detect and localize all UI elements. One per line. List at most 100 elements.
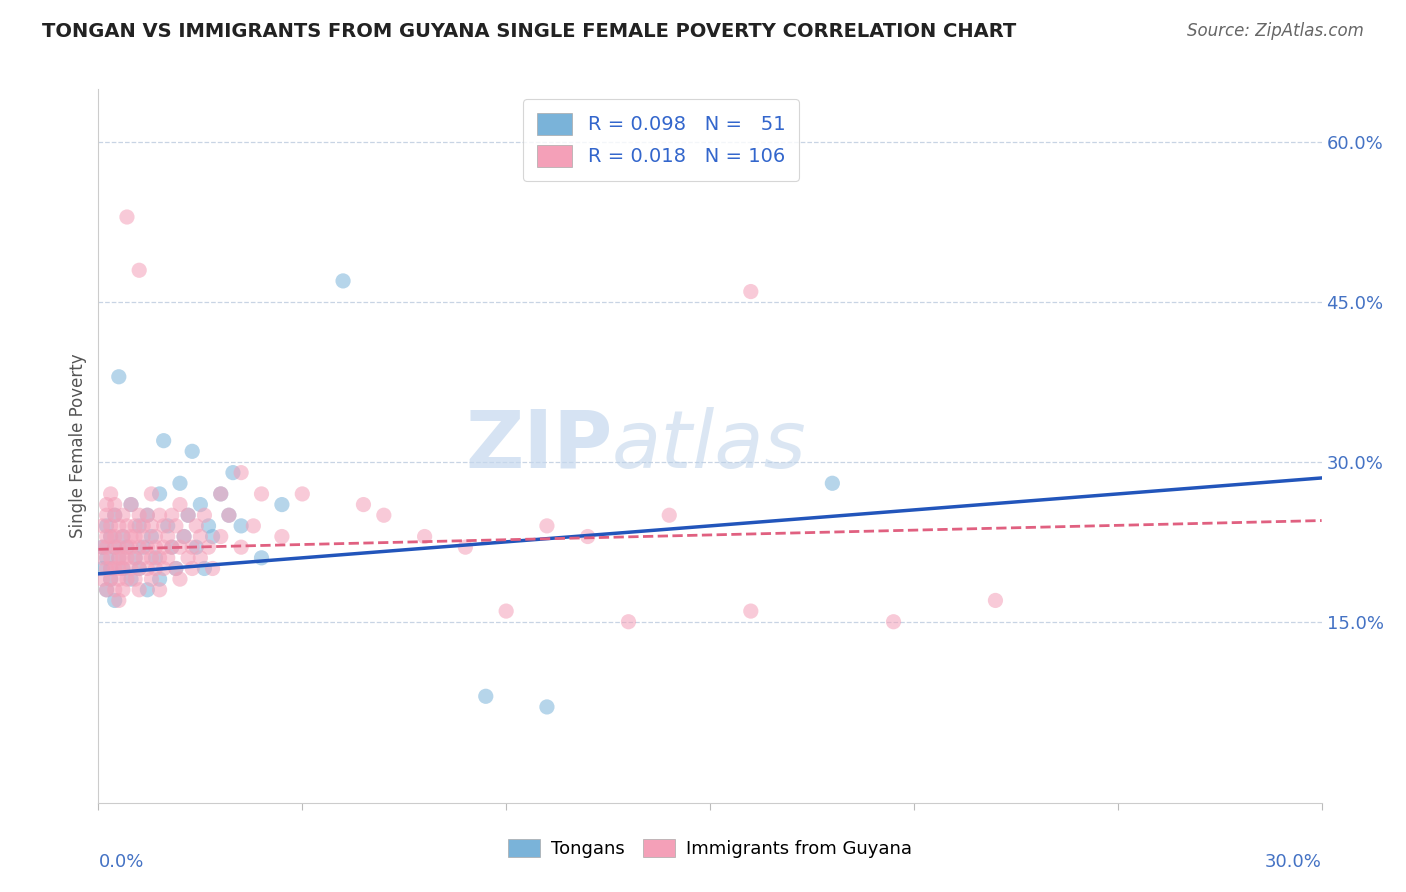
Point	[188, 498, 212, 512]
Point	[96, 540, 118, 554]
Point	[141, 487, 163, 501]
Point	[197, 519, 219, 533]
Point	[156, 529, 179, 543]
Point	[115, 550, 138, 565]
Point	[201, 561, 224, 575]
Point	[96, 561, 118, 575]
Point	[173, 529, 195, 543]
Point	[111, 561, 134, 575]
Point	[474, 690, 498, 704]
Point	[160, 540, 183, 554]
Point	[536, 519, 558, 533]
Point	[104, 582, 127, 597]
Point	[218, 508, 240, 523]
Point	[270, 498, 294, 512]
Point	[160, 540, 183, 554]
Point	[124, 519, 146, 533]
Point	[186, 519, 208, 533]
Point	[120, 498, 142, 512]
Point	[104, 540, 127, 554]
Point	[128, 263, 150, 277]
Point	[128, 561, 150, 575]
Point	[231, 519, 253, 533]
Point	[100, 550, 122, 565]
Point	[152, 561, 174, 575]
Point	[100, 529, 122, 543]
Text: TONGAN VS IMMIGRANTS FROM GUYANA SINGLE FEMALE POVERTY CORRELATION CHART: TONGAN VS IMMIGRANTS FROM GUYANA SINGLE …	[42, 22, 1017, 41]
Point	[111, 582, 134, 597]
Point	[104, 561, 127, 575]
Point	[104, 540, 127, 554]
Point	[111, 529, 134, 543]
Point	[100, 529, 122, 543]
Text: Source: ZipAtlas.com: Source: ZipAtlas.com	[1187, 22, 1364, 40]
Point	[231, 540, 253, 554]
Point	[152, 519, 174, 533]
Point	[495, 604, 517, 618]
Point	[141, 550, 163, 565]
Point	[111, 561, 134, 575]
Point	[104, 529, 127, 543]
Point	[141, 519, 163, 533]
Point	[291, 487, 314, 501]
Point	[132, 550, 155, 565]
Point	[128, 519, 150, 533]
Point	[209, 529, 232, 543]
Point	[160, 508, 183, 523]
Point	[91, 561, 114, 575]
Point	[132, 529, 155, 543]
Point	[100, 572, 122, 586]
Point	[108, 550, 131, 565]
Point	[141, 572, 163, 586]
Point	[108, 550, 131, 565]
Point	[193, 508, 215, 523]
Point	[149, 508, 172, 523]
Point	[96, 498, 118, 512]
Point	[740, 285, 762, 299]
Point	[181, 444, 204, 458]
Point	[373, 508, 395, 523]
Point	[111, 529, 134, 543]
Point	[156, 550, 179, 565]
Point	[152, 540, 174, 554]
Point	[104, 508, 127, 523]
Point	[576, 529, 599, 543]
Point	[222, 466, 245, 480]
Point	[96, 508, 118, 523]
Point	[128, 561, 150, 575]
Point	[136, 561, 159, 575]
Point	[658, 508, 681, 523]
Point	[115, 519, 138, 533]
Point	[128, 540, 150, 554]
Point	[100, 519, 122, 533]
Point	[173, 529, 195, 543]
Point	[169, 498, 191, 512]
Point	[115, 572, 138, 586]
Point	[128, 508, 150, 523]
Point	[96, 582, 118, 597]
Point	[96, 519, 118, 533]
Point	[120, 561, 142, 575]
Point	[96, 550, 118, 565]
Text: 0.0%: 0.0%	[98, 853, 143, 871]
Point	[145, 540, 167, 554]
Point	[165, 561, 187, 575]
Point	[111, 508, 134, 523]
Legend: Tongans, Immigrants from Guyana: Tongans, Immigrants from Guyana	[501, 831, 920, 865]
Point	[120, 498, 142, 512]
Point	[821, 476, 844, 491]
Point	[231, 466, 253, 480]
Point	[115, 540, 138, 554]
Point	[149, 572, 172, 586]
Point	[145, 550, 167, 565]
Point	[332, 274, 354, 288]
Point	[100, 561, 122, 575]
Point	[100, 487, 122, 501]
Point	[177, 550, 200, 565]
Point	[181, 561, 204, 575]
Point	[883, 615, 905, 629]
Point	[152, 434, 174, 448]
Point	[156, 519, 179, 533]
Point	[104, 508, 127, 523]
Point	[108, 561, 131, 575]
